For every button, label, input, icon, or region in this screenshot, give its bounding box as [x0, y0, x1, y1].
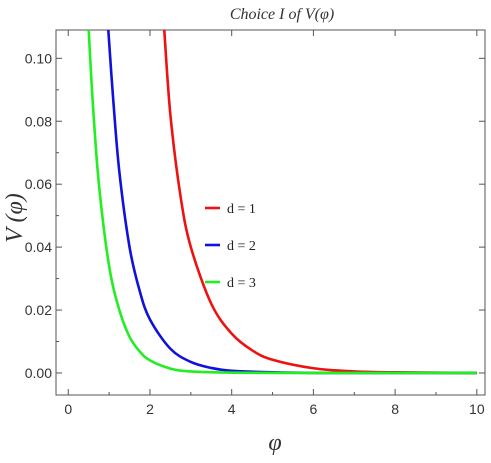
legend-label-d2: d = 2 [227, 239, 256, 254]
plot-frame [55, 29, 486, 396]
series-line-d1 [162, 29, 477, 375]
axis-ticks: 0 2 4 6 8 10 0.00 0.02 0.04 0.06 0.08 0.10 [25, 30, 485, 417]
series-lines [87, 29, 477, 375]
y-tick-label: 0.08 [25, 113, 52, 129]
plot-border [55, 29, 486, 396]
x-tick-label: 2 [146, 401, 154, 417]
legend: d = 1 d = 2 d = 3 [205, 202, 256, 291]
x-axis-title: φ [268, 430, 281, 456]
x-tick-label: 8 [391, 401, 399, 417]
y-tick-label: 0.10 [25, 50, 52, 66]
x-tick-label: 6 [310, 401, 318, 417]
y-tick-label: 0.06 [25, 176, 52, 192]
y-tick-label: 0.00 [25, 365, 52, 381]
y-tick-label: 0.04 [25, 239, 52, 255]
series-line-d3 [87, 29, 477, 375]
chart-title: Choice I of V(φ) [230, 6, 334, 23]
x-tick-label: 0 [64, 401, 72, 417]
legend-label-d1: d = 1 [227, 202, 256, 217]
x-tick-label: 10 [469, 401, 485, 417]
series-line-d2 [107, 29, 477, 375]
legend-label-d3: d = 3 [227, 276, 256, 291]
x-tick-label: 4 [228, 401, 236, 417]
y-axis-title: V (φ) [2, 193, 28, 243]
y-tick-label: 0.02 [25, 302, 52, 318]
